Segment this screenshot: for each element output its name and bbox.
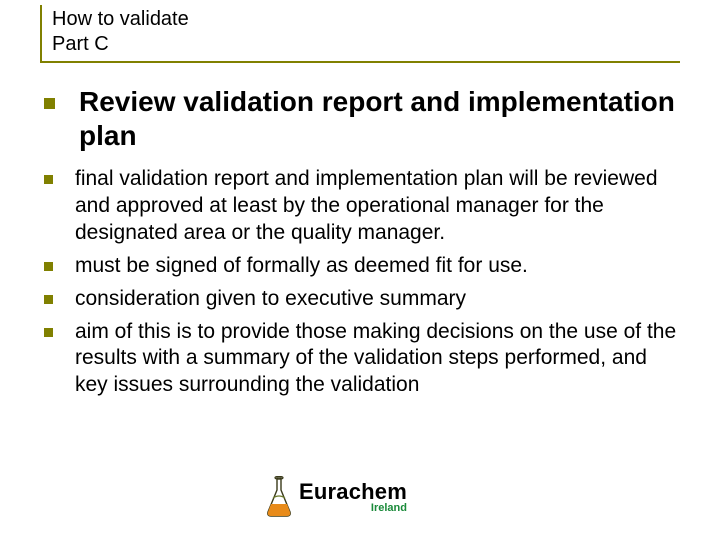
bullet-text: aim of this is to provide those making d… xyxy=(75,319,684,400)
content-area: Review validation report and implementat… xyxy=(44,85,684,405)
bullet-icon xyxy=(44,175,53,184)
bullet-icon xyxy=(44,98,55,109)
title-line-2: Part C xyxy=(52,32,680,57)
bullet-row: consideration given to executive summary xyxy=(44,286,684,313)
bullet-icon xyxy=(44,295,53,304)
bullet-row: final validation report and implementati… xyxy=(44,166,684,247)
logo-text: Eurachem Ireland xyxy=(299,481,407,514)
bullet-text: final validation report and implementati… xyxy=(75,166,684,247)
bullet-icon xyxy=(44,262,53,271)
bullet-row: aim of this is to provide those making d… xyxy=(44,319,684,400)
title-line-1: How to validate xyxy=(52,7,680,32)
logo-sub: Ireland xyxy=(371,503,407,514)
slide: How to validate Part C Review validation… xyxy=(0,0,720,540)
heading-text: Review validation report and implementat… xyxy=(79,85,684,152)
flask-icon xyxy=(265,476,293,518)
bullet-text: must be signed of formally as deemed fit… xyxy=(75,253,528,280)
logo-name: Eurachem xyxy=(299,481,407,503)
bullet-icon xyxy=(44,328,53,337)
eurachem-logo: Eurachem Ireland xyxy=(265,476,407,518)
bullet-text: consideration given to executive summary xyxy=(75,286,466,313)
title-block: How to validate Part C xyxy=(40,5,680,63)
bullet-row: must be signed of formally as deemed fit… xyxy=(44,253,684,280)
heading-row: Review validation report and implementat… xyxy=(44,85,684,152)
